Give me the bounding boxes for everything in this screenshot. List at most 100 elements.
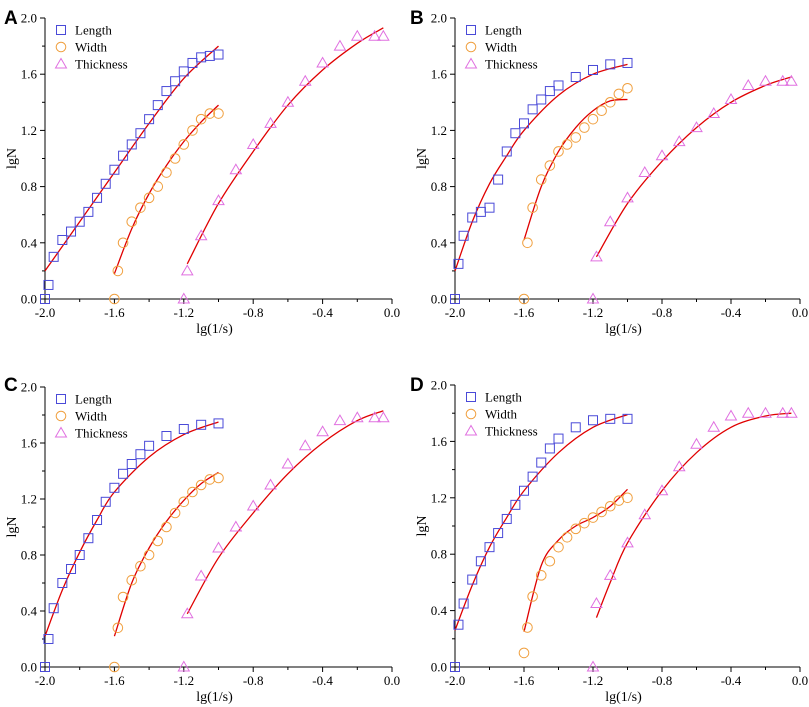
y-tick-label: 2.0 bbox=[21, 11, 37, 26]
data-point bbox=[579, 517, 590, 529]
data-point bbox=[527, 591, 538, 602]
data-point bbox=[510, 499, 521, 510]
y-tick-label: 2.0 bbox=[21, 380, 37, 395]
legend-marker-thickness bbox=[54, 57, 68, 69]
data-point bbox=[66, 564, 77, 574]
data-point bbox=[135, 128, 146, 139]
data-point bbox=[776, 406, 790, 418]
data-point bbox=[493, 528, 504, 539]
legend-label: Length bbox=[485, 23, 522, 38]
data-point bbox=[195, 479, 207, 491]
legend-label: Thickness bbox=[485, 424, 538, 439]
x-tick-label: -0.4 bbox=[721, 673, 742, 688]
data-point bbox=[458, 230, 469, 241]
data-point bbox=[135, 560, 146, 572]
data-point bbox=[112, 265, 124, 277]
data-point bbox=[169, 153, 181, 164]
data-point bbox=[603, 215, 617, 227]
x-axis-title: lg(1/s) bbox=[196, 690, 233, 705]
data-point bbox=[672, 135, 686, 147]
data-point bbox=[510, 128, 521, 139]
data-point bbox=[622, 82, 633, 94]
data-point bbox=[561, 531, 573, 543]
data-point bbox=[177, 292, 191, 304]
legend-label: Length bbox=[485, 390, 522, 405]
data-point bbox=[126, 459, 137, 469]
data-point bbox=[57, 578, 68, 588]
data-point bbox=[604, 97, 616, 108]
data-point bbox=[48, 603, 59, 614]
fit-curve-thickness bbox=[186, 410, 384, 615]
y-axis-title: lgN bbox=[415, 516, 430, 537]
data-point bbox=[316, 425, 329, 437]
data-point bbox=[40, 662, 50, 672]
data-point bbox=[109, 164, 120, 175]
y-tick-label: 0.4 bbox=[431, 603, 448, 618]
data-point bbox=[519, 118, 529, 129]
data-point bbox=[579, 122, 590, 133]
data-point bbox=[561, 139, 573, 150]
data-point bbox=[450, 662, 460, 672]
data-point bbox=[298, 74, 312, 86]
x-tick-label: -1.2 bbox=[174, 305, 195, 320]
data-point bbox=[467, 212, 478, 223]
x-tick-label: -1.2 bbox=[583, 305, 604, 320]
y-tick-label: 1.6 bbox=[21, 436, 38, 451]
data-point bbox=[672, 460, 686, 472]
data-point bbox=[333, 39, 347, 51]
data-point bbox=[570, 422, 581, 433]
data-point bbox=[621, 536, 634, 548]
data-point bbox=[316, 56, 329, 68]
data-point bbox=[570, 72, 581, 83]
data-point bbox=[109, 293, 120, 305]
x-tick-label: -1.2 bbox=[583, 673, 604, 688]
data-point bbox=[43, 634, 54, 644]
data-point bbox=[553, 146, 564, 157]
data-point bbox=[161, 86, 172, 97]
x-tick-label: -1.2 bbox=[174, 673, 195, 688]
data-point bbox=[152, 100, 163, 111]
data-point bbox=[126, 574, 138, 586]
data-point bbox=[484, 542, 495, 553]
fit-curve-length bbox=[454, 413, 628, 631]
data-point bbox=[518, 647, 530, 659]
data-point bbox=[43, 279, 54, 290]
series-length bbox=[40, 418, 224, 672]
data-point bbox=[518, 293, 530, 305]
data-point bbox=[204, 474, 216, 485]
data-point bbox=[690, 121, 703, 133]
data-point bbox=[229, 163, 243, 175]
data-point bbox=[187, 57, 198, 68]
data-point bbox=[281, 95, 295, 107]
data-point bbox=[368, 29, 382, 41]
legend-label: Width bbox=[485, 407, 517, 422]
data-point bbox=[118, 150, 129, 161]
data-point bbox=[527, 104, 538, 115]
data-point bbox=[178, 139, 190, 150]
data-point bbox=[83, 533, 94, 544]
data-point bbox=[213, 108, 224, 119]
data-point bbox=[180, 264, 194, 276]
data-point bbox=[535, 174, 547, 185]
data-point bbox=[350, 411, 364, 423]
fit-curve-width bbox=[113, 471, 219, 637]
y-tick-label: 1.6 bbox=[431, 67, 448, 82]
series-thickness bbox=[177, 410, 390, 672]
data-point bbox=[690, 437, 703, 449]
x-tick-label: -1.6 bbox=[514, 673, 535, 688]
data-point bbox=[212, 194, 225, 206]
data-point bbox=[622, 413, 633, 424]
data-point bbox=[655, 484, 669, 496]
data-point bbox=[264, 116, 277, 128]
data-point bbox=[553, 80, 564, 91]
data-point bbox=[204, 108, 216, 119]
data-point bbox=[177, 660, 191, 672]
data-point bbox=[194, 569, 208, 581]
data-point bbox=[741, 78, 755, 90]
fit-curve-width bbox=[523, 98, 628, 241]
data-point bbox=[187, 125, 198, 136]
data-point bbox=[92, 515, 103, 525]
data-point bbox=[376, 29, 390, 41]
x-tick-label: 0.0 bbox=[792, 305, 808, 320]
